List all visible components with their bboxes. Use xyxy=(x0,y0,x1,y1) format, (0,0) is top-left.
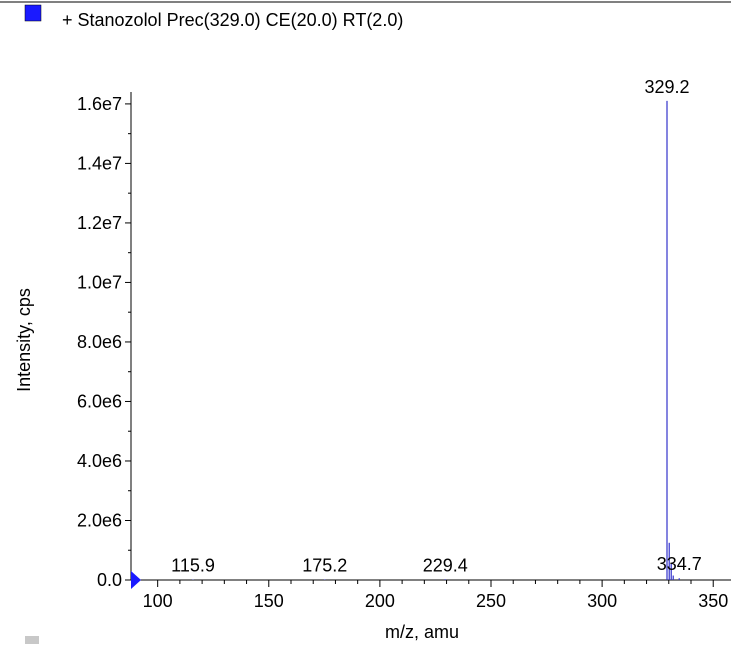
x-ticks: 100 150 200 250 300 350 xyxy=(134,580,728,611)
peak-label: 329.2 xyxy=(644,77,689,97)
x-tick-label: 150 xyxy=(254,591,284,611)
peak-label: 115.9 xyxy=(171,556,215,576)
y-tick-label: 0.0 xyxy=(97,570,122,590)
x-axis-title: m/z, amu xyxy=(385,622,459,642)
axes xyxy=(130,92,731,581)
y-tick-label: 1.2e7 xyxy=(77,213,122,233)
y-tick-label: 1.6e7 xyxy=(77,94,122,114)
y-tick-label: 6.0e6 xyxy=(77,391,122,411)
legend-label: + Stanozolol Prec(329.0) CE(20.0) RT(2.0… xyxy=(62,10,403,30)
x-tick-label: 100 xyxy=(143,591,173,611)
legend-swatch xyxy=(24,4,42,22)
y-tick-label: 8.0e6 xyxy=(77,332,122,352)
plot-area xyxy=(131,100,680,589)
x-tick-label: 350 xyxy=(698,591,728,611)
peak-label: 175.2 xyxy=(302,555,347,575)
x-tick-label: 250 xyxy=(476,591,506,611)
peak-labels: 115.9 175.2 229.4 329.2 334.7 xyxy=(171,77,702,576)
y-ticks: 0.0 2.0e6 4.0e6 6.0e6 8.0e6 1.0e7 1.2e7 1.4e7 1.… xyxy=(77,94,131,590)
peak-label: 334.7 xyxy=(657,554,702,574)
legend-swatch-2 xyxy=(25,636,39,644)
x-tick-label: 200 xyxy=(365,591,395,611)
y-tick-label: 2.0e6 xyxy=(77,510,122,530)
y-axis-title: Intensity, cps xyxy=(14,288,34,392)
peak-label: 229.4 xyxy=(423,555,468,575)
y-tick-label: 1.0e7 xyxy=(77,272,122,292)
y-tick-label: 1.4e7 xyxy=(77,153,122,173)
zero-marker xyxy=(131,571,141,589)
y-tick-label: 4.0e6 xyxy=(77,451,122,471)
x-tick-label: 300 xyxy=(587,591,617,611)
